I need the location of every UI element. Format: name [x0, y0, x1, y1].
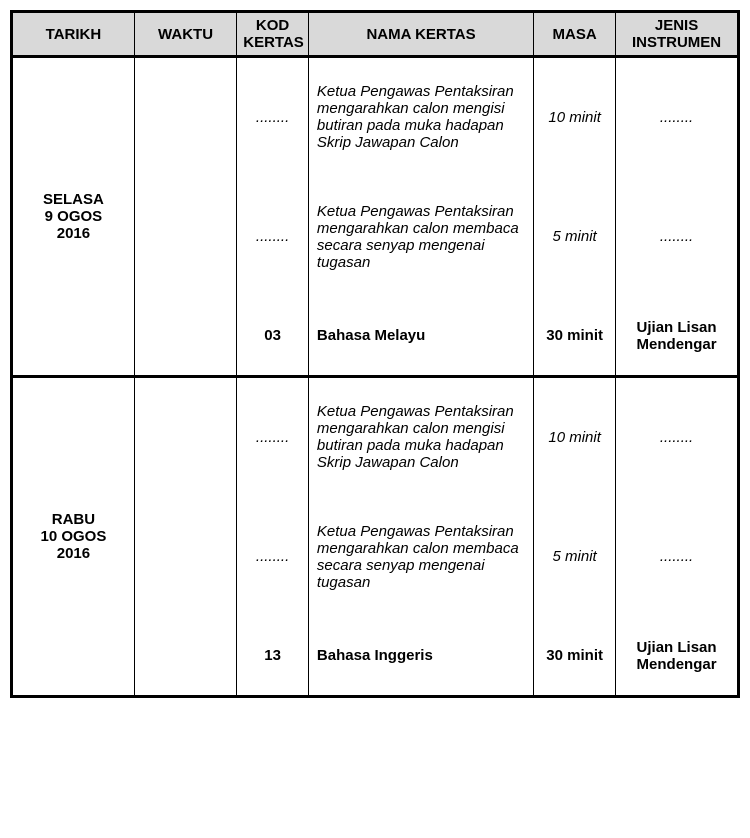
jenis-cell: ........ — [616, 377, 739, 497]
tarikh-cell: SELASA9 OGOS2016 — [12, 57, 135, 377]
masa-cell: 30 minit — [534, 297, 616, 377]
nama-cell: Bahasa Melayu — [308, 297, 533, 377]
header-waktu: WAKTU — [134, 12, 236, 57]
kod-cell: 03 — [237, 297, 309, 377]
kod-cell: ........ — [237, 377, 309, 497]
header-nama: NAMA KERTAS — [308, 12, 533, 57]
header-tarikh: TARIKH — [12, 12, 135, 57]
jenis-cell: ........ — [616, 177, 739, 297]
tarikh-cell: RABU10 OGOS2016 — [12, 377, 135, 697]
masa-cell: 30 minit — [534, 617, 616, 697]
kod-cell: ........ — [237, 177, 309, 297]
nama-cell: Ketua Pengawas Pentaksiran mengarahkan c… — [308, 497, 533, 617]
nama-cell: Ketua Pengawas Pentaksiran mengarahkan c… — [308, 57, 533, 177]
masa-cell: 10 minit — [534, 377, 616, 497]
masa-cell: 5 minit — [534, 497, 616, 617]
kod-cell: 13 — [237, 617, 309, 697]
header-kod: KOD KERTAS — [237, 12, 309, 57]
kod-cell: ........ — [237, 57, 309, 177]
header-masa: MASA — [534, 12, 616, 57]
kod-cell: ........ — [237, 497, 309, 617]
masa-cell: 10 minit — [534, 57, 616, 177]
jenis-cell: Ujian Lisan Mendengar — [616, 617, 739, 697]
masa-cell: 5 minit — [534, 177, 616, 297]
table-row: RABU10 OGOS2016........Ketua Pengawas Pe… — [12, 377, 739, 497]
nama-cell: Bahasa Inggeris — [308, 617, 533, 697]
waktu-cell — [134, 57, 236, 377]
nama-cell: Ketua Pengawas Pentaksiran mengarahkan c… — [308, 377, 533, 497]
jenis-cell: Ujian Lisan Mendengar — [616, 297, 739, 377]
header-jenis: JENIS INSTRUMEN — [616, 12, 739, 57]
jenis-cell: ........ — [616, 497, 739, 617]
header-row: TARIKH WAKTU KOD KERTAS NAMA KERTAS MASA… — [12, 12, 739, 57]
table-body: SELASA9 OGOS2016........Ketua Pengawas P… — [12, 57, 739, 697]
waktu-cell — [134, 377, 236, 697]
table-row: SELASA9 OGOS2016........Ketua Pengawas P… — [12, 57, 739, 177]
nama-cell: Ketua Pengawas Pentaksiran mengarahkan c… — [308, 177, 533, 297]
jadual-table: TARIKH WAKTU KOD KERTAS NAMA KERTAS MASA… — [10, 10, 740, 698]
jenis-cell: ........ — [616, 57, 739, 177]
